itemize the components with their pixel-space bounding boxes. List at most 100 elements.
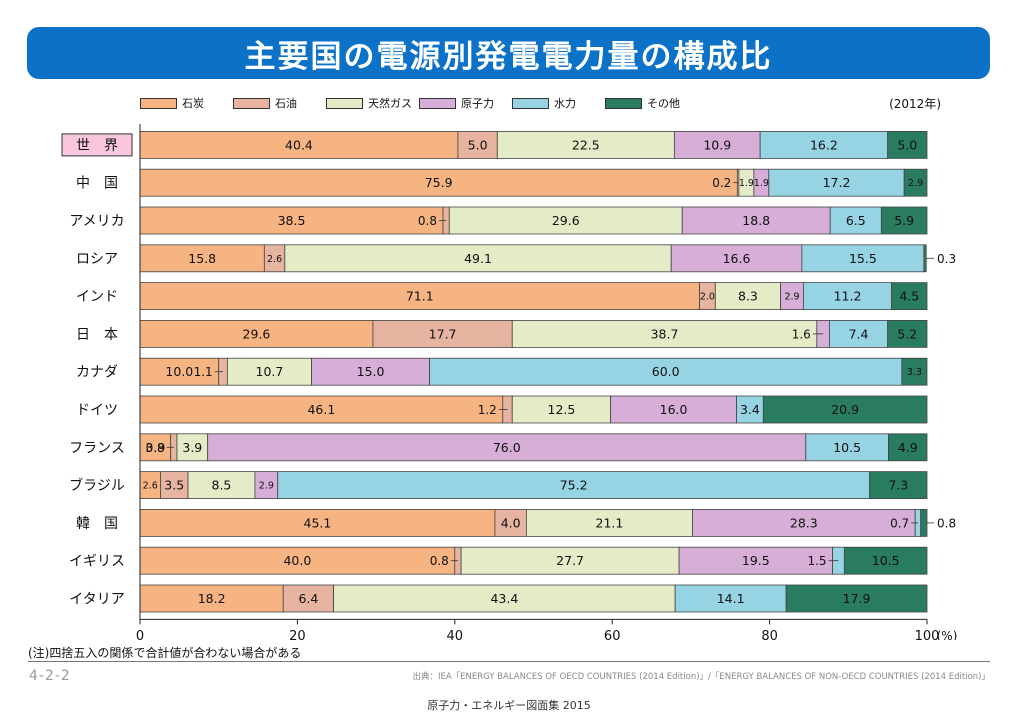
bar-segment (869, 471, 928, 500)
bar-segment (829, 319, 889, 348)
data-label: 1.9 (754, 178, 769, 189)
data-label: 0.7 (890, 516, 909, 530)
category-label: ブラジル (69, 477, 125, 494)
legend-swatch (605, 97, 642, 109)
data-label: 7.4 (849, 326, 869, 341)
bar-segment (311, 357, 431, 386)
x-unit-label: (%) (937, 629, 958, 640)
data-label: 29.6 (243, 326, 271, 341)
bar-segment (176, 433, 209, 462)
data-label: 8.3 (738, 289, 758, 304)
data-label: 2.9 (784, 292, 799, 303)
data-label: 60.0 (652, 364, 680, 379)
legend-swatch (140, 97, 177, 109)
data-label: 1.9 (739, 178, 754, 189)
data-label: 5.2 (897, 326, 917, 341)
legend-label: 石油 (275, 97, 297, 110)
legend-swatch (326, 97, 363, 109)
bar-segment (692, 508, 916, 537)
legend-item: 石炭 (140, 95, 227, 111)
category-label: フランス (69, 440, 125, 456)
legend-item: その他 (605, 95, 692, 111)
category-label: ロシア (76, 251, 118, 267)
x-tick-label: 100 (915, 629, 940, 640)
bar-segment (762, 395, 928, 424)
category-label: インド (76, 289, 118, 305)
bar-segment (768, 168, 905, 197)
data-label: 1.5 (807, 554, 826, 568)
title-banner: 主要国の電源別発電電力量の構成比 (27, 27, 990, 79)
data-label: 5.0 (468, 137, 488, 152)
bar-segment (759, 130, 889, 159)
bar-segment (901, 357, 928, 386)
data-label: 40.4 (285, 137, 313, 152)
category-label: 中 国 (76, 176, 118, 192)
bar-segment (496, 130, 675, 159)
bar-segment (670, 244, 803, 273)
bar-segment (448, 206, 683, 235)
category-label: 韓 国 (76, 516, 118, 532)
legend-label: その他 (647, 97, 680, 110)
data-label: 12.5 (548, 402, 576, 417)
data-label: 71.1 (406, 289, 434, 304)
book-title: 原子力・エネルギー図面集 2015 (427, 699, 591, 712)
bar-segment (139, 357, 220, 386)
x-tick-label: 20 (289, 629, 306, 640)
bar-segment (923, 244, 927, 273)
legend-label: 石炭 (182, 97, 204, 110)
bar-segment (714, 282, 782, 311)
category-label: ドイツ (76, 403, 118, 419)
bar-segment (284, 244, 672, 273)
legend-label: 天然ガス (368, 97, 412, 110)
bar-segment (891, 282, 928, 311)
category-label: カナダ (76, 365, 118, 381)
data-label: 10.5 (872, 553, 900, 568)
data-label: 4.9 (898, 440, 918, 455)
bar-segment (372, 319, 513, 348)
data-label: 14.1 (717, 591, 745, 606)
data-label: 3.5 (164, 478, 184, 493)
bar-segment (526, 508, 693, 537)
legend: 石炭 石油 天然ガス 原子力 水力 その他 (140, 95, 698, 111)
bar-segment (160, 471, 189, 500)
footnote: (注)四捨五入の関係で合計値が合わない場合がある (28, 646, 302, 660)
data-label: 1.2 (478, 403, 497, 417)
bar-segment (139, 206, 444, 235)
bar-segment (903, 168, 928, 197)
bar-segment (139, 584, 284, 613)
category-label: アメリカ (69, 214, 124, 230)
stacked-bar-chart: 世 界 40.4 5.0 22.5 10.9 16.2 5.0中 国 75.9 0.2 1.9 1.… (61, 124, 958, 640)
data-label: 10.5 (833, 440, 861, 455)
data-label: 11.2 (834, 289, 862, 304)
data-label: 75.2 (560, 478, 588, 493)
data-label: 3.9 (145, 440, 165, 455)
data-label: 2.9 (259, 481, 274, 492)
data-label: 0.2 (712, 176, 731, 190)
legend-item: 原子力 (419, 95, 506, 111)
data-label: 10.0 (165, 364, 193, 379)
data-label: 22.5 (572, 137, 600, 152)
bar-segment (673, 130, 761, 159)
bar-segment (888, 433, 928, 462)
data-label: 0.3 (937, 252, 956, 266)
category-label: イタリア (69, 592, 124, 608)
data-label: 38.5 (278, 213, 306, 228)
bar-segment (610, 395, 737, 424)
data-label: 3.9 (182, 440, 202, 455)
data-label: 1.1 (194, 365, 213, 379)
data-label: 38.7 (651, 326, 679, 341)
data-label: 75.9 (425, 175, 453, 190)
data-label: 4.5 (899, 289, 919, 304)
data-label: 43.4 (490, 591, 518, 606)
legend-swatch (512, 97, 549, 109)
data-label: 17.2 (823, 175, 851, 190)
data-label: 15.8 (188, 251, 216, 266)
data-label: 3.4 (740, 402, 760, 417)
legend-swatch (419, 97, 456, 109)
legend-swatch (233, 97, 270, 109)
page-code: 4-2-2 (29, 668, 71, 684)
data-label: 18.8 (742, 213, 770, 228)
bar-segment (681, 206, 831, 235)
year-label: (2012年) (889, 97, 941, 111)
data-label: 16.6 (723, 251, 751, 266)
